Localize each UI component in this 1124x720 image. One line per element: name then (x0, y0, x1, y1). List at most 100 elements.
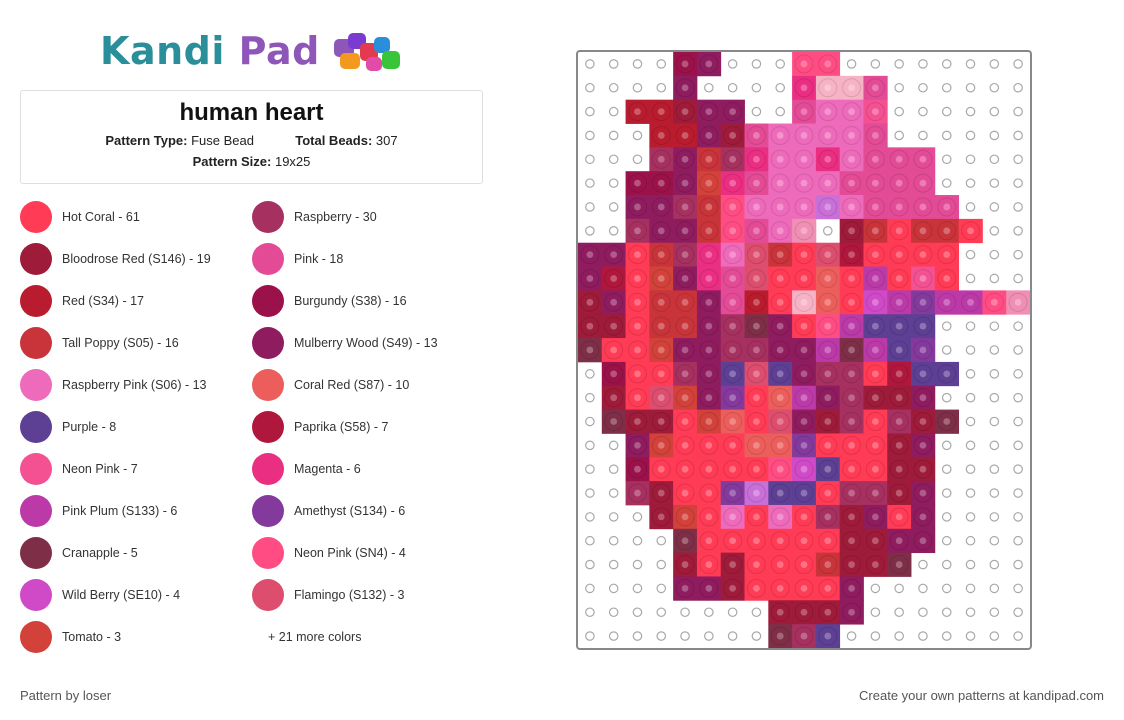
bead (842, 602, 862, 622)
more-colors-label[interactable]: + 21 more colors (268, 630, 362, 644)
bead-hole (729, 441, 737, 449)
bead-hole (871, 203, 879, 211)
color-label: Magenta - 6 (294, 462, 361, 476)
empty-peg (941, 583, 952, 594)
bead-hole (657, 322, 665, 330)
bead (842, 78, 862, 98)
bead (675, 459, 695, 479)
legend-item: Neon Pink (SN4) - 4 (252, 536, 406, 570)
empty-peg (989, 512, 1000, 522)
bead-hole (848, 322, 855, 330)
bead (627, 412, 647, 432)
legend-item: Neon Pink - 7 (20, 452, 138, 486)
bead (675, 483, 695, 503)
bead-hole (705, 251, 713, 259)
empty-peg (918, 106, 928, 117)
bead-hole (657, 418, 665, 425)
bead-hole (657, 465, 665, 473)
empty-peg (989, 106, 1000, 117)
pattern-size-label: Pattern Size: (192, 154, 272, 169)
bead (889, 555, 909, 575)
bead-hole (967, 227, 974, 235)
bead-hole (848, 418, 855, 425)
empty-peg (656, 535, 667, 546)
bead (770, 173, 790, 193)
bead-hole (705, 561, 713, 568)
bead (937, 268, 957, 288)
bead (723, 555, 743, 575)
bead-hole (753, 298, 760, 306)
bead-hole (800, 298, 808, 306)
bead (675, 78, 695, 98)
empty-peg (656, 59, 667, 69)
bead (746, 197, 766, 217)
bead-hole (824, 489, 832, 497)
empty-peg (585, 512, 595, 522)
bead (675, 531, 695, 551)
bead (723, 531, 743, 551)
bead (675, 340, 695, 360)
bead-hole (800, 370, 808, 378)
bead (651, 197, 671, 217)
empty-peg (1013, 226, 1023, 236)
legend-item: Red (S34) - 17 (20, 284, 144, 318)
empty-peg (585, 226, 595, 236)
bead-hole (586, 322, 594, 330)
bead (889, 507, 909, 527)
bead-hole (705, 60, 713, 68)
empty-peg (989, 345, 1000, 355)
bead-hole (871, 322, 879, 330)
bead-hole (776, 513, 784, 521)
pattern-author[interactable]: Pattern by loser (20, 688, 112, 703)
empty-peg (1013, 392, 1023, 403)
bead-hole (919, 298, 927, 306)
bead-hole (705, 108, 713, 115)
bead-hole (871, 465, 879, 473)
bead (675, 149, 695, 169)
bead-hole (657, 251, 665, 259)
bead (651, 102, 671, 122)
pattern-meta-row: Pattern Type: Fuse Bead Total Beads: 307 (21, 133, 482, 148)
bead-hole (895, 418, 903, 425)
bead-hole (705, 275, 713, 282)
bead-hole (681, 155, 689, 163)
bead (699, 245, 719, 265)
bead (794, 507, 814, 527)
bead (604, 412, 624, 432)
color-label: Flamingo (S132) - 3 (294, 588, 405, 602)
bead (723, 435, 743, 455)
bead-hole (634, 370, 641, 378)
bead-hole (895, 179, 903, 187)
bead (651, 173, 671, 193)
bead-hole (824, 441, 832, 449)
kandipad-link[interactable]: Create your own patterns at kandipad.com (859, 688, 1104, 703)
kandipad-logo[interactable]: Kandi Pad (100, 26, 404, 76)
bead (842, 149, 862, 169)
empty-peg (894, 82, 904, 93)
bead (580, 292, 600, 312)
bead-hole (895, 298, 903, 306)
empty-peg (632, 512, 643, 522)
bead (842, 340, 862, 360)
bead (842, 292, 862, 312)
bead (723, 340, 743, 360)
empty-peg (965, 106, 976, 117)
bead-hole (967, 298, 974, 306)
bead (889, 316, 909, 336)
bead (627, 483, 647, 503)
bead-hole (800, 441, 808, 449)
bead (675, 555, 695, 575)
bead (746, 531, 766, 551)
bead (770, 316, 790, 336)
bead (770, 268, 790, 288)
bead (746, 149, 766, 169)
bead-hole (634, 418, 641, 425)
empty-peg (918, 130, 928, 141)
bead-hole (824, 84, 832, 92)
empty-peg (680, 631, 690, 641)
empty-peg (656, 583, 667, 594)
bead (746, 316, 766, 336)
bead-hole (919, 394, 927, 402)
bead (699, 507, 719, 527)
bead-hole (919, 537, 927, 545)
